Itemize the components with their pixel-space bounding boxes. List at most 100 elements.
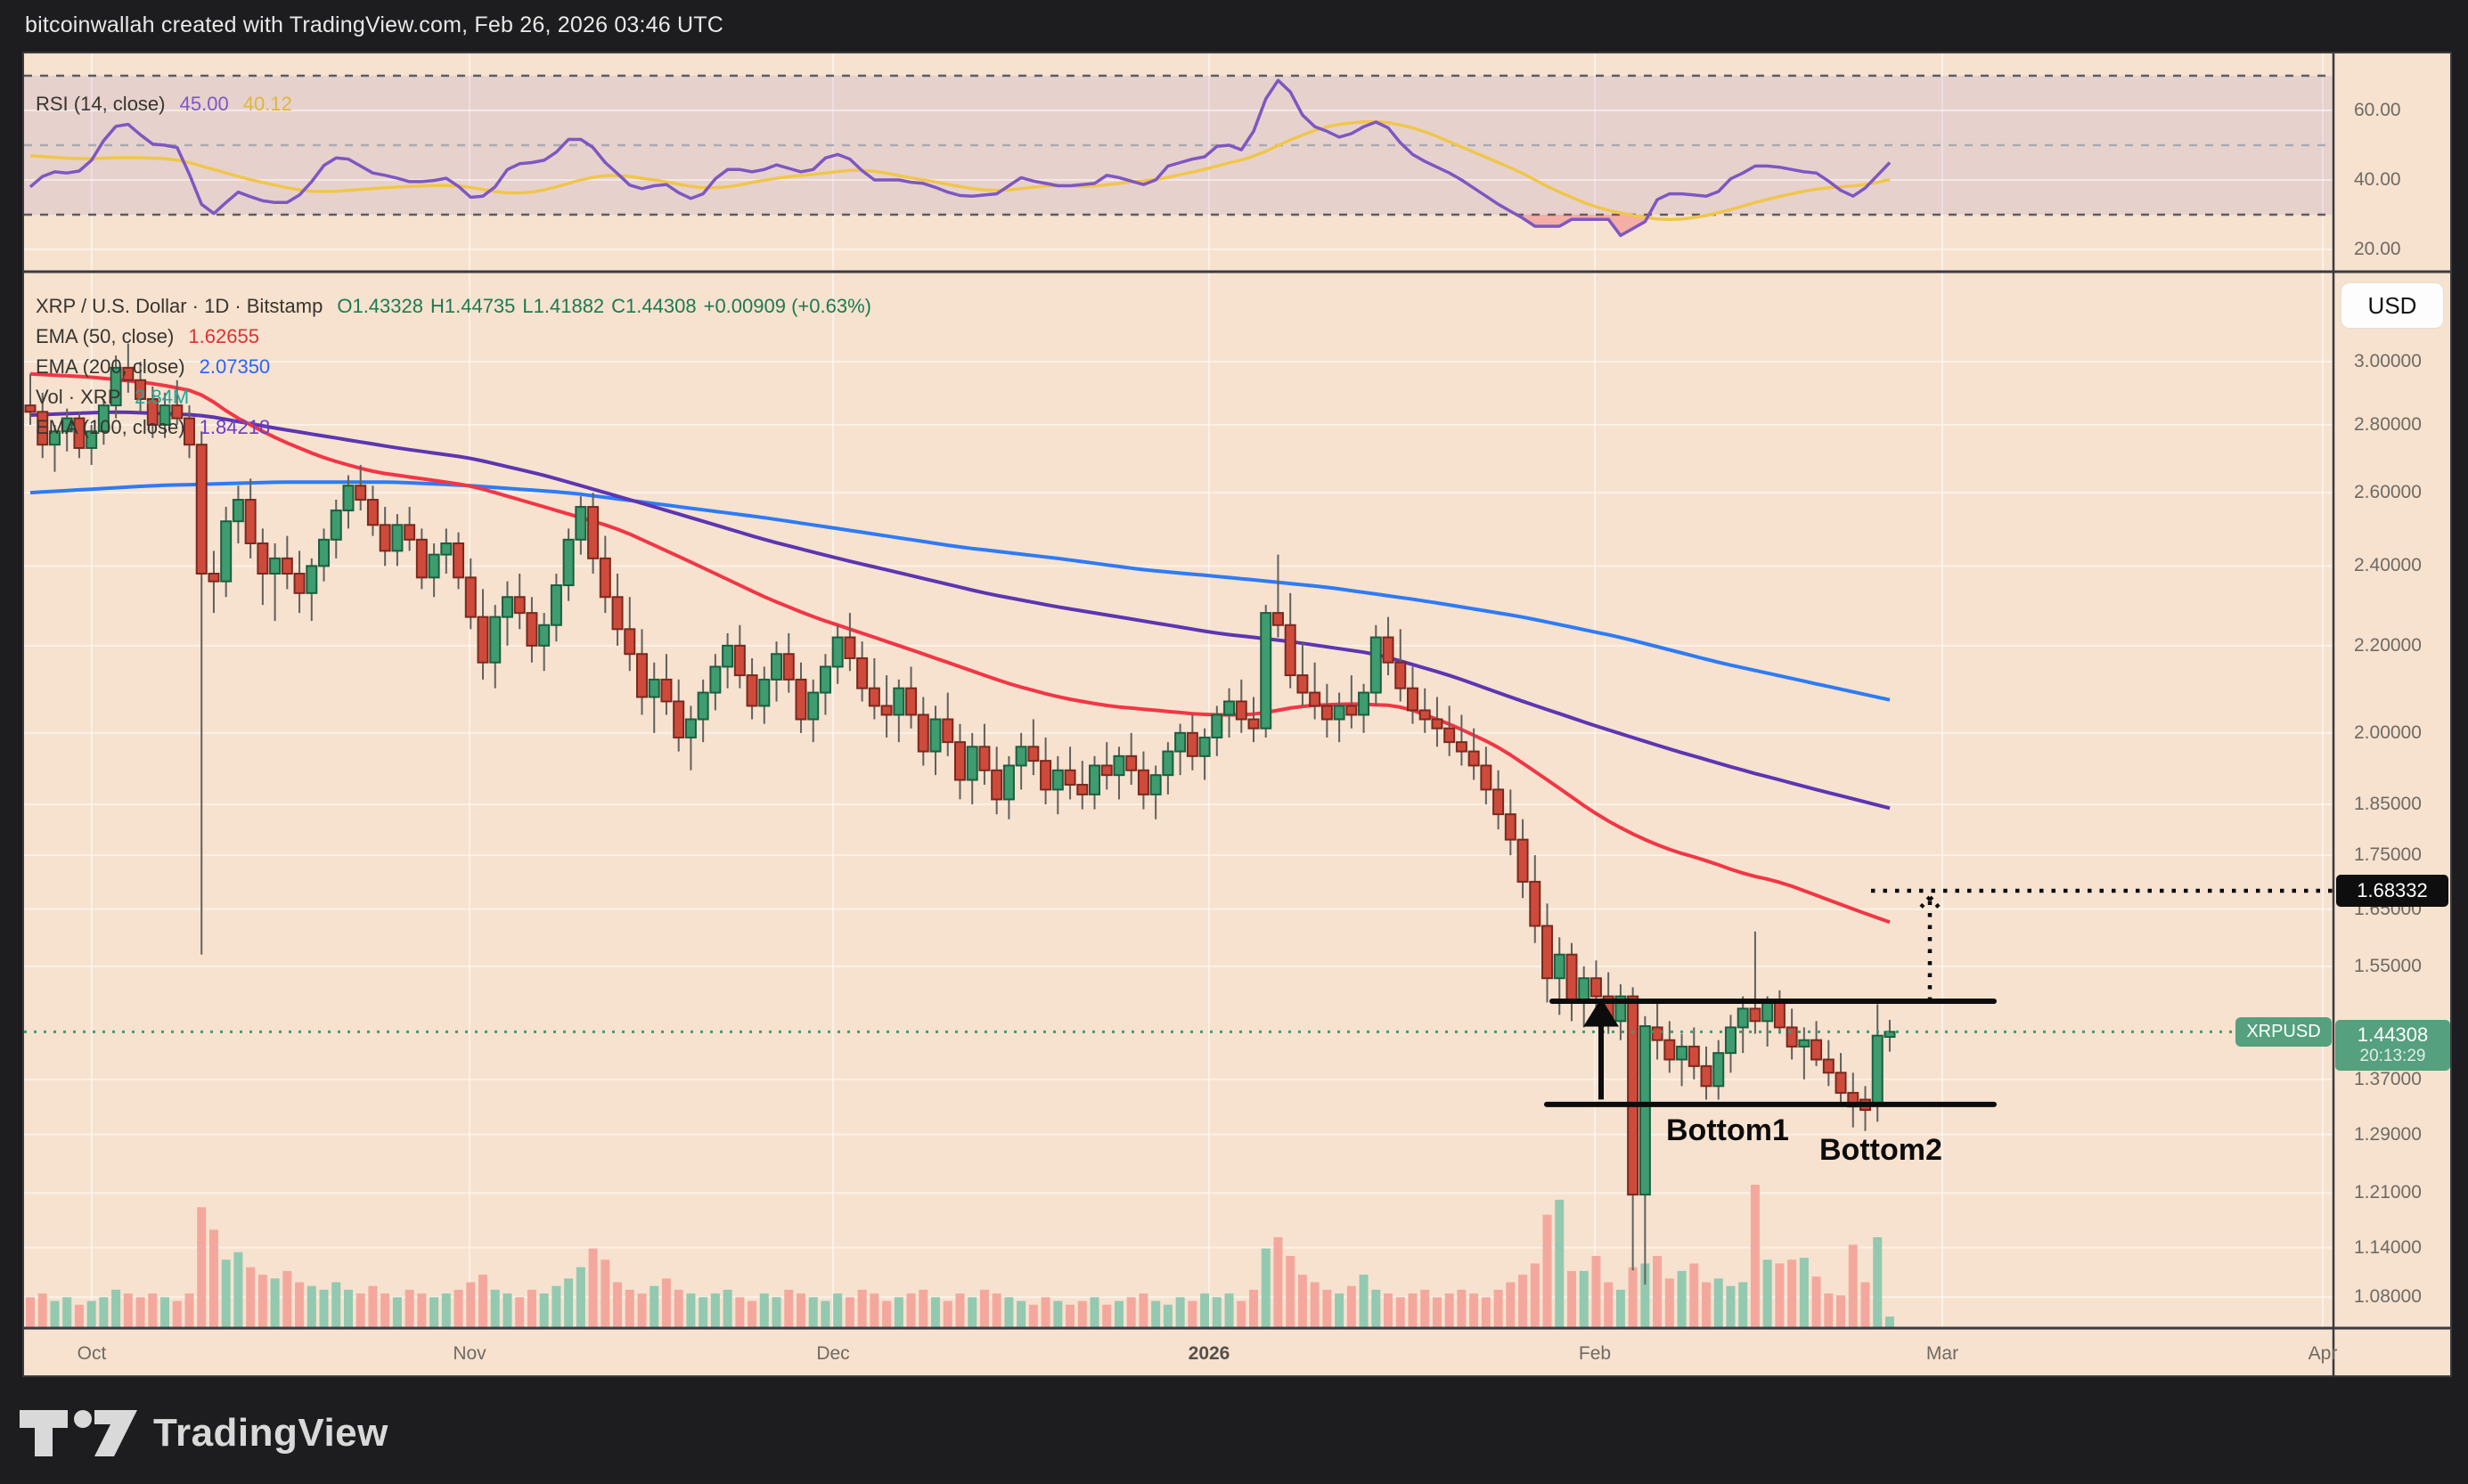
volume-bar (1848, 1244, 1858, 1327)
candle-body (1260, 612, 1272, 730)
candle-body (1235, 700, 1247, 721)
price-tick-label: 1.21000 (2354, 1182, 2422, 1203)
candle-body (1100, 764, 1113, 777)
chart-frame[interactable]: RSI (14, close) 45.00 40.12 XRP / U.S. D… (22, 52, 2452, 1377)
candle-body (1639, 1024, 1651, 1196)
volume-bar (86, 1301, 96, 1327)
price-tick-label: 1.14000 (2354, 1236, 2422, 1258)
volume-bar (588, 1248, 598, 1327)
volume-bar (1224, 1293, 1234, 1327)
volume-bar (270, 1278, 280, 1327)
candle-body (1688, 1045, 1700, 1067)
volume-bar (821, 1301, 830, 1327)
volume-bar (478, 1275, 488, 1327)
price-level-badge: 1.68332 (2336, 875, 2448, 908)
volume-bar (1249, 1289, 1258, 1327)
rsi-legend-label: RSI (14, close) (36, 93, 166, 115)
volume-bar (979, 1289, 989, 1327)
candle-body (257, 542, 269, 575)
candle-body (880, 705, 893, 716)
candle-body (795, 678, 807, 721)
volume-bar (576, 1267, 585, 1327)
candle-body (61, 417, 73, 433)
candle-body (110, 366, 122, 407)
candle-body (856, 656, 869, 689)
candle-body (782, 653, 795, 681)
volume-bar (1004, 1297, 1014, 1327)
candle-body (135, 379, 147, 400)
candle-body (1076, 783, 1089, 795)
volume-bar (784, 1289, 794, 1327)
candle-body (86, 430, 98, 449)
rsi-value: 45.00 (179, 93, 229, 115)
chart-plot[interactable] (22, 52, 2452, 1377)
volume-bar (1053, 1301, 1063, 1327)
volume-bar (417, 1293, 427, 1327)
candle-body (550, 584, 562, 626)
volume-bar (1702, 1282, 1712, 1327)
candle-body (758, 678, 771, 707)
price-tick-label: 1.08000 (2354, 1286, 2422, 1308)
volume-bar (919, 1289, 928, 1327)
volume-bar (454, 1289, 463, 1327)
ema200-line (29, 480, 1891, 702)
volume-bar (1077, 1301, 1087, 1327)
volume-bar (650, 1285, 659, 1327)
candle-body (1627, 995, 1639, 1196)
volume-bar (1200, 1293, 1210, 1327)
candle-body (893, 687, 905, 716)
ema50-line (29, 371, 1891, 925)
price-tick-label: 3.00000 (2354, 351, 2422, 371)
indicator-label: EMA (100, close) (36, 416, 185, 438)
volume-bar (735, 1297, 745, 1327)
rsi-tick-label: 40.00 (2354, 169, 2401, 190)
candle-body (636, 653, 648, 698)
volume-bar (111, 1289, 121, 1327)
volume-bar (894, 1297, 903, 1327)
volume-bar (1726, 1285, 1736, 1327)
candle-body (1529, 880, 1541, 927)
volume-bar (845, 1297, 854, 1327)
volume-bar (1163, 1304, 1173, 1327)
candle-body (244, 499, 257, 545)
candle-body (1382, 636, 1394, 664)
volume-bar (208, 1229, 218, 1327)
volume-bar (1799, 1258, 1809, 1327)
ohlc-pair: H1.44735 (429, 295, 516, 317)
volume-bar (1286, 1256, 1295, 1327)
candle-body (1822, 1058, 1835, 1074)
candle-body (526, 612, 538, 647)
candle-body (905, 687, 918, 716)
volume-bar (1811, 1276, 1821, 1327)
candle-body (97, 404, 110, 433)
candle-body (415, 538, 428, 579)
candle-body (1431, 718, 1443, 730)
candle-body (1309, 691, 1321, 707)
candle-body (1027, 746, 1040, 762)
volume-bar (1041, 1297, 1050, 1327)
volume-bar (246, 1267, 256, 1327)
volume-bar (625, 1289, 634, 1327)
time-tick-label: Mar (1925, 1343, 1959, 1364)
candle-body (575, 506, 587, 541)
volume-bar (1787, 1260, 1797, 1327)
candle-body (1296, 674, 1309, 694)
candle-body (929, 718, 942, 753)
volume-bar (380, 1293, 390, 1327)
rsi-ma-line (29, 119, 1891, 221)
volume-bar (1775, 1263, 1785, 1327)
candle-body (1700, 1064, 1712, 1088)
price-tick-label: 1.37000 (2354, 1068, 2422, 1089)
candle-body (1492, 788, 1505, 816)
candle-body (1467, 750, 1480, 767)
candle-body (477, 616, 489, 664)
candle-body (513, 596, 526, 615)
candle-body (1541, 925, 1554, 980)
volume-bar (1653, 1256, 1663, 1327)
price-tick-label: 1.75000 (2354, 844, 2422, 866)
currency-toggle-button[interactable]: USD (2341, 282, 2444, 329)
legend-row-volume: Vol · XRP 2.84M (36, 387, 189, 408)
candle-body (1480, 764, 1492, 791)
last-price-value: 1.44308 (2357, 1023, 2429, 1047)
